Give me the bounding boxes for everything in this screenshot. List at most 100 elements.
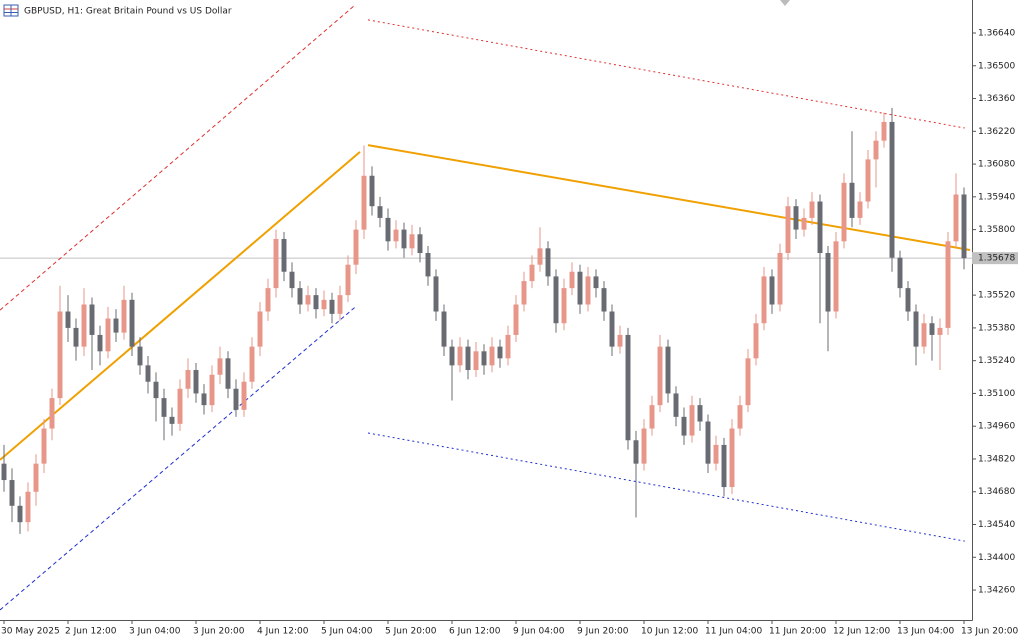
y-tick-label: 1.34960	[978, 422, 1015, 432]
trend-line	[367, 432, 965, 542]
x-tick-label: 13 Jun 04:00	[897, 627, 954, 637]
candle-body	[521, 281, 527, 305]
candle-body	[705, 421, 711, 464]
candle-body	[545, 248, 551, 277]
candle-body	[169, 416, 175, 424]
candle-body	[833, 241, 839, 312]
candle-body	[761, 276, 767, 324]
candle-body	[473, 351, 479, 371]
candle-body	[305, 295, 311, 305]
candle-body	[425, 253, 431, 277]
y-tick-label: 1.35800	[978, 225, 1015, 235]
candle-body	[129, 299, 135, 347]
candle-body	[593, 276, 599, 289]
symbol-icon	[3, 4, 19, 17]
candle-body	[849, 182, 855, 218]
trend-line	[367, 19, 965, 129]
x-tick-label: 9 Jun 20:00	[577, 627, 629, 637]
candle-body	[585, 276, 591, 305]
y-tick-label: 1.35380	[978, 323, 1015, 333]
candle-body	[105, 318, 111, 352]
candle-body	[329, 299, 335, 314]
candle-body	[625, 334, 631, 441]
x-tick-label: 5 Jun 20:00	[385, 627, 437, 637]
candle-body	[809, 201, 815, 218]
candle-body	[937, 327, 943, 335]
candle-body	[409, 234, 415, 249]
x-tick-label: 3 Jun 20:00	[193, 627, 245, 637]
y-tick-label: 1.35940	[978, 192, 1015, 202]
candle-body	[497, 346, 503, 359]
candle-body	[881, 121, 887, 141]
candle-body	[17, 505, 23, 523]
candle-body	[441, 311, 447, 347]
y-tick-label: 1.35520	[978, 291, 1015, 301]
candle-body	[265, 288, 271, 312]
candle-body	[49, 398, 55, 429]
candle-body	[601, 288, 607, 312]
y-tick-label: 1.36360	[978, 94, 1015, 104]
x-tick-label: 5 Jun 04:00	[321, 627, 373, 637]
candle-body	[433, 276, 439, 312]
candle-body	[737, 405, 743, 429]
candle-body	[177, 388, 183, 424]
candle-body	[577, 271, 583, 305]
candle-body	[953, 194, 959, 242]
trend-line	[0, 306, 356, 611]
candle-body	[945, 241, 951, 328]
candle-body	[65, 311, 71, 328]
candle-body	[145, 365, 151, 382]
candle-body	[153, 381, 159, 399]
candle-body	[609, 311, 615, 347]
candle-body	[913, 311, 919, 347]
candle-body	[537, 248, 543, 265]
candle-body	[905, 288, 911, 312]
candle-body	[9, 480, 15, 506]
candle-body	[801, 217, 807, 230]
y-tick-label: 1.36080	[978, 160, 1015, 170]
y-tick-label: 1.36640	[978, 29, 1015, 39]
chart-title: GBPUSD, H1: Great Britain Pound vs US Do…	[24, 7, 232, 17]
x-tick-label: 11 Jun 04:00	[705, 627, 762, 637]
candle-body	[481, 351, 487, 366]
last-price-box	[972, 252, 1018, 265]
candle-body	[257, 311, 263, 347]
x-tick-label: 9 Jun 04:00	[513, 627, 565, 637]
candle-body	[113, 318, 119, 333]
candle-body	[561, 288, 567, 324]
candle-body	[529, 264, 535, 282]
y-tick-label: 1.34400	[978, 553, 1015, 563]
y-tick-label: 1.34820	[978, 454, 1015, 464]
candle-body	[857, 201, 863, 218]
y-tick-label: 1.34680	[978, 487, 1015, 497]
candle-body	[513, 304, 519, 335]
candle-body	[713, 444, 719, 464]
candle-body	[769, 276, 775, 305]
candle-body	[89, 304, 95, 335]
candle-body	[641, 428, 647, 464]
candle-body	[649, 405, 655, 429]
candle-body	[505, 334, 511, 359]
y-tick-label: 1.35100	[978, 389, 1015, 399]
candle-body	[161, 398, 167, 417]
y-tick-label: 1.34260	[978, 586, 1015, 596]
candle-body	[865, 159, 871, 202]
x-tick-label: 3 Jun 04:00	[129, 627, 181, 637]
candle-body	[753, 323, 759, 359]
x-tick-label: 2 Jun 12:00	[65, 627, 117, 637]
candle-body	[553, 276, 559, 324]
last-price-label: 1.35678	[978, 254, 1015, 264]
candle-body	[25, 491, 31, 523]
candle-body	[489, 346, 495, 366]
y-tick-label: 1.36500	[978, 61, 1015, 71]
x-tick-label: 6 Jun 12:00	[449, 627, 501, 637]
candle-body	[41, 428, 47, 464]
x-tick-label: 30 May 2025	[1, 627, 60, 637]
candle-body	[793, 206, 799, 230]
candle-body	[449, 346, 455, 366]
candle-body	[457, 346, 463, 366]
candle-body	[385, 217, 391, 242]
candle-body	[921, 323, 927, 347]
y-tick-label: 1.34540	[978, 520, 1015, 530]
